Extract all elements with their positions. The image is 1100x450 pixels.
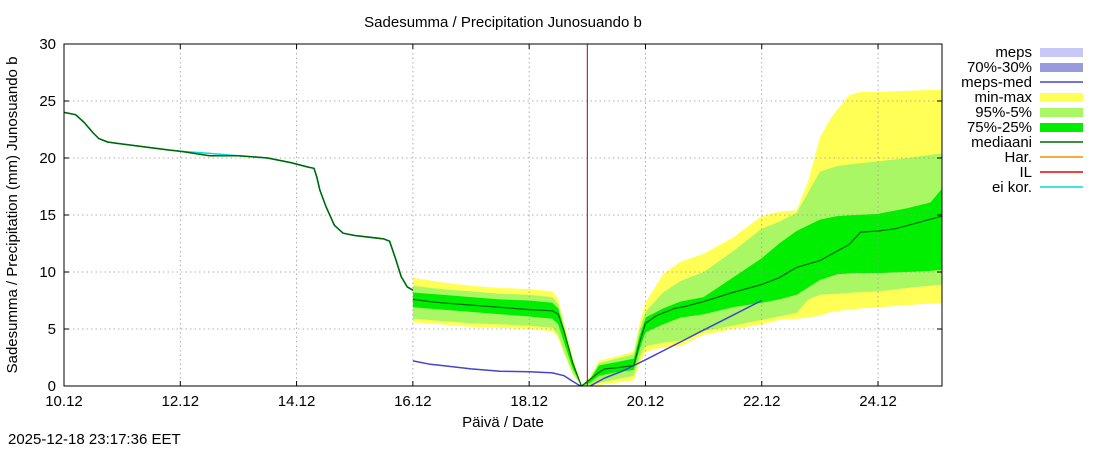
y-tick-label: 10 [39, 264, 56, 281]
legend-label: ei kor. [992, 179, 1032, 196]
x-tick-label: 16.12 [394, 393, 432, 410]
x-tick-label: 24.12 [859, 393, 897, 410]
legend-label: mediaani [971, 134, 1032, 151]
x-tick-label: 14.12 [278, 393, 316, 410]
y-tick-label: 0 [48, 378, 56, 395]
mediaani-history-line [63, 111, 414, 291]
y-tick-label: 20 [39, 150, 56, 167]
mediaani-forecast-line [412, 215, 943, 387]
y-tick-label: 5 [48, 321, 56, 338]
y-tick-label: 15 [39, 207, 56, 224]
meps-forecast-line [589, 299, 763, 387]
x-tick-label: 18.12 [510, 393, 548, 410]
grid-lines [64, 44, 942, 386]
x-tick-label: 10.12 [45, 393, 83, 410]
legend-swatch [1040, 108, 1083, 117]
y-axis-label: Sadesumma / Precipitation (mm) Junosuand… [4, 57, 21, 374]
series-lines [63, 44, 943, 387]
x-tick-label: 22.12 [743, 393, 781, 410]
legend-label: IL [1019, 164, 1032, 181]
legend-swatch [1040, 48, 1083, 57]
ei-kor-line [63, 111, 414, 291]
p95-5-band [412, 153, 942, 386]
legend-label: 95%-5% [975, 104, 1032, 121]
timestamp: 2025-12-18 23:17:36 EET [8, 431, 181, 448]
legend-label: min-max [974, 89, 1032, 106]
forecast-bands [412, 89, 942, 386]
y-tick-label: 30 [39, 36, 56, 53]
x-axis-label: Päivä / Date [462, 414, 544, 431]
legend-label: 70%-30% [967, 59, 1032, 76]
legend: meps70%-30%meps-medmin-max95%-5%75%-25%m… [961, 44, 1083, 196]
legend-label: meps-med [961, 74, 1032, 91]
legend-label: Har. [1004, 149, 1032, 166]
legend-swatch [1040, 123, 1083, 132]
legend-label: meps [995, 44, 1032, 61]
meps-med-line [412, 360, 582, 387]
chart-title: Sadesumma / Precipitation Junosuando b [364, 14, 642, 31]
x-tick-label: 20.12 [627, 393, 665, 410]
y-tick-label: 25 [39, 93, 56, 110]
p75-25-band [412, 188, 942, 386]
x-tick-label: 12.12 [162, 393, 200, 410]
legend-swatch [1040, 63, 1083, 72]
axis-ticks: 10.12 12.12 14.12 16.12 18.12 20.12 22.12 24.12… [39, 36, 942, 410]
legend-swatch [1040, 93, 1083, 102]
legend-label: 75%-25% [967, 119, 1032, 136]
